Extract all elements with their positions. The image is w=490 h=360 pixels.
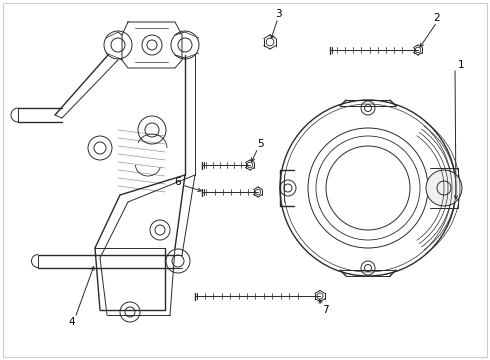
Text: 4: 4 (69, 317, 75, 327)
Text: 3: 3 (275, 9, 281, 19)
Text: 7: 7 (322, 305, 328, 315)
Text: 1: 1 (458, 60, 465, 70)
Text: 2: 2 (434, 13, 441, 23)
Text: 5: 5 (258, 139, 264, 149)
Text: 6: 6 (175, 177, 181, 187)
Circle shape (426, 170, 462, 206)
